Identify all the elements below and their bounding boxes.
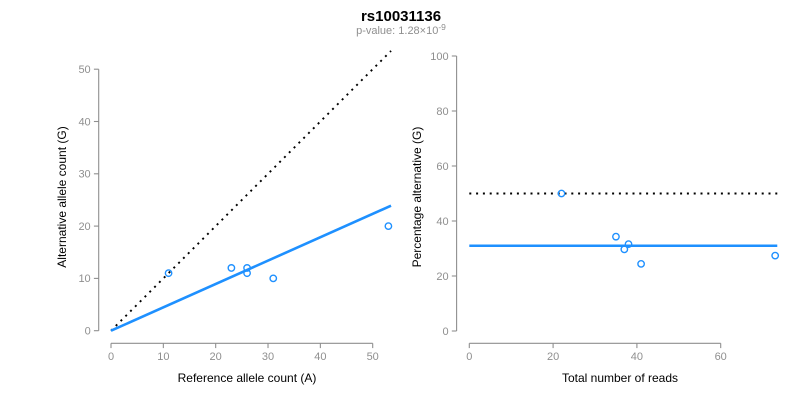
data-point bbox=[612, 232, 620, 241]
x-tick-label: 20 bbox=[210, 351, 222, 363]
x-tick-label: 40 bbox=[631, 351, 643, 363]
data-point bbox=[269, 274, 278, 283]
data-point bbox=[771, 251, 780, 260]
pvalue-exponent: -9 bbox=[438, 22, 446, 32]
data-point bbox=[243, 269, 251, 278]
y-tick-label: 40 bbox=[78, 116, 90, 128]
x-tick-label: 0 bbox=[466, 351, 472, 363]
figure-title: rs10031136 bbox=[361, 8, 441, 25]
pvalue-text: p-value: 1.28×10 bbox=[356, 25, 438, 37]
data-point bbox=[227, 264, 236, 272]
left-scatter-panel: 0 10 20 30 40 50 0 10 20 30 40 50 bbox=[78, 50, 393, 363]
y-tick-label: 30 bbox=[78, 169, 90, 181]
left-xaxis-title: Reference allele count (A) bbox=[178, 371, 317, 385]
data-point bbox=[637, 259, 645, 268]
data-point bbox=[384, 222, 393, 231]
data-point bbox=[164, 269, 173, 278]
y-tick-label: 10 bbox=[78, 273, 90, 285]
y-tick-label: 20 bbox=[436, 271, 448, 283]
y-tick-label: 20 bbox=[78, 221, 90, 233]
x-tick-label: 60 bbox=[715, 351, 727, 363]
x-tick-label: 30 bbox=[262, 351, 274, 363]
data-point bbox=[624, 240, 633, 249]
fit-line bbox=[110, 204, 392, 332]
identity-line bbox=[110, 50, 392, 332]
left-yaxis-title: Alternative allele count (G) bbox=[55, 126, 69, 267]
data-point bbox=[620, 245, 629, 254]
x-tick-label: 20 bbox=[547, 351, 559, 363]
right-yaxis-title: Percentage alternative (G) bbox=[410, 127, 424, 268]
y-tick-label: 80 bbox=[436, 106, 448, 118]
y-tick-label: 0 bbox=[85, 326, 91, 338]
y-tick-label: 60 bbox=[436, 161, 448, 173]
x-tick-label: 50 bbox=[367, 351, 379, 363]
y-tick-label: 50 bbox=[78, 64, 90, 76]
data-point bbox=[243, 264, 251, 272]
right-scatter-panel: 0 20 40 60 80 100 0 20 40 60 bbox=[430, 51, 780, 363]
figure-subtitle: p-value: 1.28×10-9 bbox=[356, 22, 446, 37]
x-tick-label: 40 bbox=[314, 351, 326, 363]
y-tick-label: 100 bbox=[430, 51, 448, 63]
x-tick-label: 10 bbox=[157, 351, 169, 363]
data-point bbox=[557, 189, 566, 198]
right-xaxis-title: Total number of reads bbox=[562, 371, 678, 385]
y-tick-label: 0 bbox=[442, 326, 448, 338]
y-tick-label: 40 bbox=[436, 216, 448, 228]
x-tick-label: 0 bbox=[108, 351, 114, 363]
